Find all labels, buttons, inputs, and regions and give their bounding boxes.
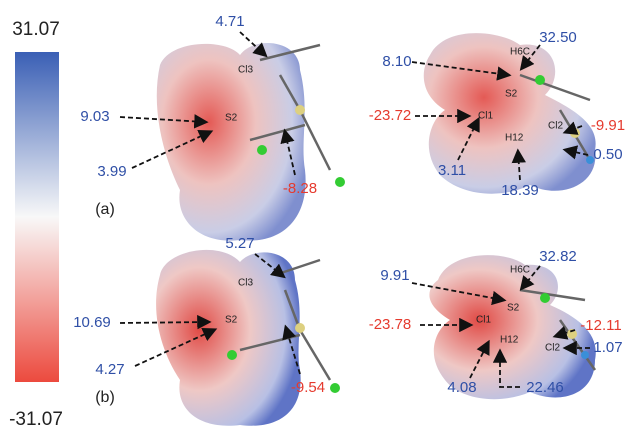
value-label: 22.46 [526, 379, 564, 396]
value-label: -12.11 [580, 317, 621, 334]
atom-label: Cl2 [545, 343, 560, 354]
value-label: -9.54 [291, 379, 325, 396]
value-label: 18.39 [501, 182, 539, 199]
atom-label: H6C [510, 265, 530, 276]
value-label: 32.50 [539, 29, 577, 46]
value-label: 32.82 [539, 248, 577, 265]
atom-label: Cl1 [478, 111, 493, 122]
value-label: 0.50 [593, 146, 622, 163]
atom-label: H6C [510, 47, 530, 58]
atom-label: H12 [505, 133, 524, 144]
atom-label: Cl1 [476, 315, 491, 326]
value-label: -23.78 [369, 316, 412, 333]
atom-label: Cl3 [238, 278, 253, 289]
colorbar-max: 31.07 [12, 19, 60, 40]
atom-label: Cl2 [548, 121, 563, 132]
colorbar [15, 52, 59, 382]
atom-label: H12 [500, 335, 519, 346]
value-label: 9.03 [80, 108, 109, 125]
value-label: 10.69 [73, 314, 111, 331]
surfaces [156, 33, 596, 426]
atom-label: Cl3 [238, 65, 253, 76]
value-label: 8.10 [382, 53, 411, 70]
atom-label: S2 [225, 315, 238, 326]
value-label: 4.08 [447, 379, 476, 396]
colorbar-min: -31.07 [9, 409, 63, 430]
panel-label: (a) [95, 201, 115, 218]
value-label: -9.91 [591, 117, 625, 134]
value-label: 3.99 [97, 163, 126, 180]
panel-label: (b) [95, 389, 115, 406]
atom-label: S2 [507, 303, 520, 314]
figure: 31.07 -31.07 (a) (b) Cl3 S2 4.71 9.03 3.… [0, 0, 636, 433]
value-label: 4.27 [95, 361, 124, 378]
value-label: 9.91 [380, 267, 409, 284]
atom-label: S2 [225, 113, 238, 124]
value-label: 4.71 [215, 13, 244, 30]
value-label: 5.27 [225, 235, 254, 252]
value-label: 3.11 [438, 162, 466, 179]
value-label: -8.28 [283, 180, 317, 197]
value-label: -23.72 [369, 107, 412, 124]
atom-label: S2 [505, 89, 518, 100]
value-label: 1.07 [593, 339, 622, 356]
